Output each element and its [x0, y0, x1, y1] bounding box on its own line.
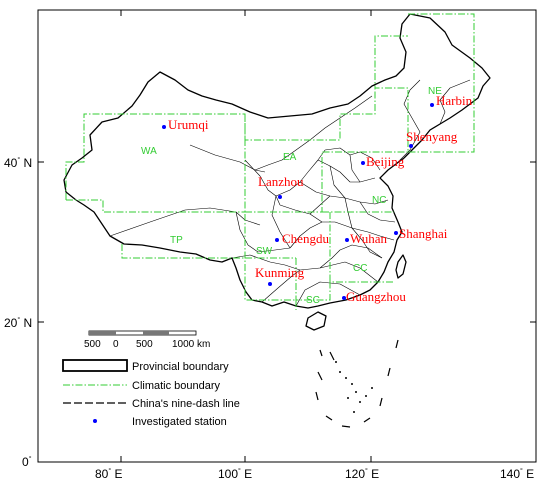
city-label-lanzhou: Lanzhou: [258, 174, 304, 189]
station-marker-beijing: [361, 161, 365, 165]
x-tick-label-100: 100° E: [218, 467, 252, 481]
scale-label-1000km: 1000 km: [172, 339, 210, 350]
x-tick-label-80: 80° E: [95, 467, 123, 481]
station-marker-shenyang: [409, 144, 413, 148]
legend-label-climatic: Climatic boundary: [132, 380, 221, 392]
region-label-wa: WA: [141, 146, 157, 157]
station-marker-chengdu: [275, 238, 279, 242]
climatic-boundaries: [65, 13, 475, 310]
region-label-sc: SC: [306, 295, 320, 306]
legend-label-provincial: Provincial boundary: [132, 361, 229, 373]
legend-swatch-provincial: [62, 359, 128, 372]
station-marker-lanzhou: [278, 195, 282, 199]
region-label-ne: NE: [428, 86, 442, 97]
legend: Provincial boundary Climatic boundary Ch…: [62, 359, 240, 428]
station-marker-wuhan: [345, 238, 349, 242]
nine-dash-line: [315, 339, 399, 428]
station-marker-harbin: [430, 103, 434, 107]
taiwan-island: [395, 254, 407, 279]
x-tick-label-140: 140° E: [500, 467, 534, 481]
region-label-tp: TP: [170, 235, 183, 246]
south-sea-islands: [335, 361, 373, 413]
station-marker-urumqi: [162, 125, 166, 129]
map-frame: [37, 9, 537, 463]
x-tick-label-120: 120° E: [345, 467, 379, 481]
city-label-urumqi: Urumqi: [168, 117, 209, 132]
legend-label-nine-dash: China's nine-dash line: [132, 398, 240, 410]
city-label-shanghai: Shanghai: [399, 226, 448, 241]
scale-label-0: 0: [113, 339, 119, 350]
region-label-nc: NC: [372, 195, 386, 206]
legend-label-station: Investigated station: [132, 416, 227, 428]
station-markers: [162, 103, 434, 300]
hainan-island: [305, 311, 327, 331]
scale-label-500-left: 500: [84, 339, 101, 350]
station-marker-guangzhou: [342, 296, 346, 300]
scale-label-500-right: 500: [136, 339, 153, 350]
city-label-beijing: Beijing: [366, 154, 405, 169]
city-label-wuhan: Wuhan: [350, 231, 388, 246]
station-marker-shanghai: [394, 231, 398, 235]
station-marker-kunming: [268, 282, 272, 286]
city-label-chengdu: Chengdu: [282, 231, 329, 246]
region-label-sw: SW: [256, 246, 273, 257]
city-label-guangzhou: Guangzhou: [346, 289, 406, 304]
y-tick-label-0: 0°: [22, 455, 32, 469]
region-label-cc: CC: [353, 263, 367, 274]
city-label-shenyang: Shenyang: [406, 129, 458, 144]
axis-ticks: [38, 10, 536, 462]
region-label-ea: EA: [283, 152, 297, 163]
city-label-harbin: Harbin: [436, 93, 473, 108]
y-tick-label-40: 40° N: [4, 156, 32, 170]
city-label-kunming: Kunming: [255, 265, 305, 280]
scale-bar: 500 0 500 1000 km: [84, 330, 210, 350]
legend-swatch-station: [93, 419, 97, 423]
y-tick-label-20: 20° N: [4, 316, 32, 330]
